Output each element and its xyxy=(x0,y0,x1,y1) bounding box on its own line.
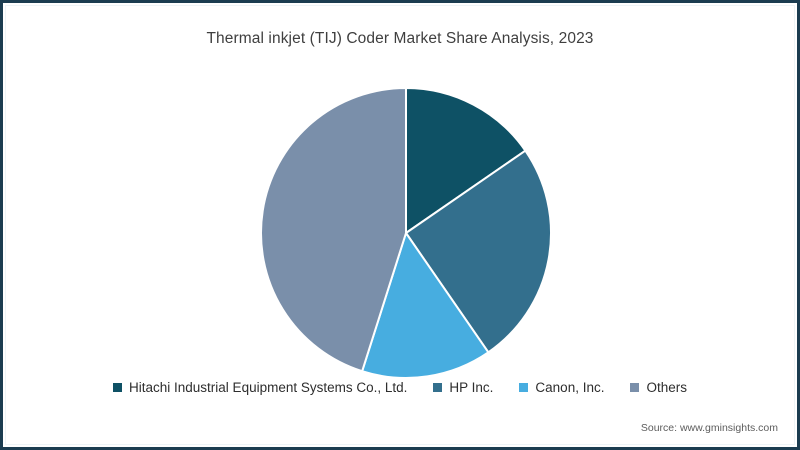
legend-item[interactable]: HP Inc. xyxy=(433,381,493,395)
legend-swatch-icon xyxy=(113,383,123,393)
legend-swatch-icon xyxy=(519,383,529,393)
legend-item[interactable]: Canon, Inc. xyxy=(519,381,604,395)
pie-slice[interactable]: Others: 45.1% xyxy=(260,87,407,373)
pie-slice[interactable]: Canon, Inc.: 14.5% xyxy=(361,232,490,379)
pie-chart-svg: Hitachi Industrial Equipment Systems Co.… xyxy=(260,87,552,379)
legend-item-label: HP Inc. xyxy=(449,380,494,395)
pie-slice[interactable]: Hitachi Industrial Equipment Systems Co.… xyxy=(405,87,527,234)
legend-item[interactable]: Others xyxy=(630,381,687,395)
legend-item-label: Canon, Inc. xyxy=(535,380,605,395)
legend-item-label: Hitachi Industrial Equipment Systems Co.… xyxy=(129,380,408,395)
legend-swatch-icon xyxy=(630,383,640,393)
pie-chart: Hitachi Industrial Equipment Systems Co.… xyxy=(260,87,552,379)
page-title: Thermal inkjet (TIJ) Coder Market Share … xyxy=(206,30,594,47)
chart-legend: Hitachi Industrial Equipment Systems Co.… xyxy=(0,381,800,395)
legend-item-label: Others xyxy=(646,380,687,395)
source-attribution: Source: www.gminsights.com xyxy=(640,422,778,434)
legend-item[interactable]: Hitachi Industrial Equipment Systems Co.… xyxy=(113,381,407,395)
legend-swatch-icon xyxy=(433,383,443,393)
pie-slice[interactable]: HP Inc.: 25% xyxy=(405,149,552,354)
